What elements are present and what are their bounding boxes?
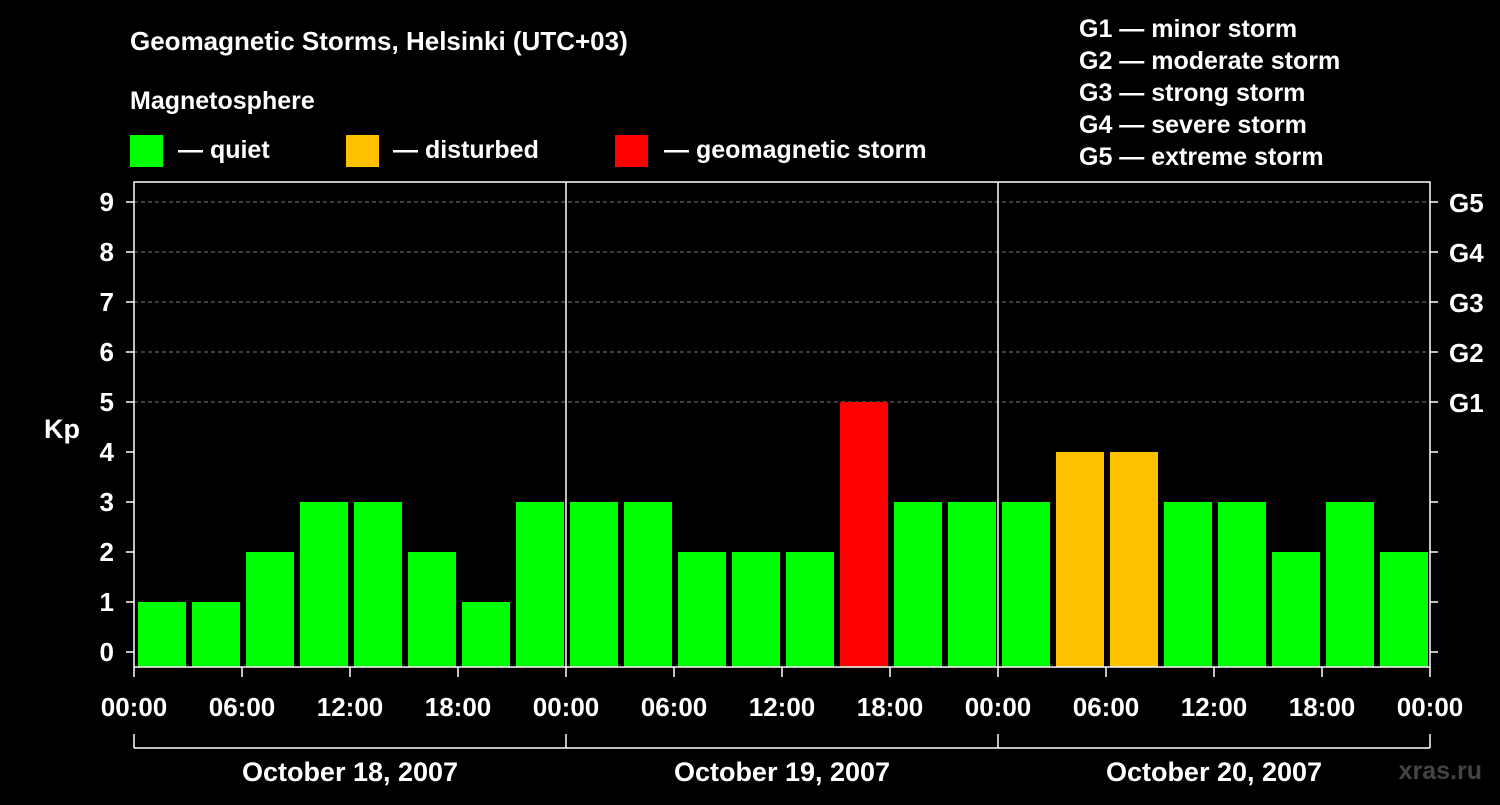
- y-tick-label: 0: [100, 637, 114, 667]
- bar: [354, 502, 402, 667]
- bar: [1380, 552, 1428, 667]
- x-tick-label: 00:00: [101, 692, 168, 722]
- watermark: xras.ru: [1399, 757, 1482, 785]
- date-label: October 18, 2007: [242, 757, 458, 787]
- chart-subtitle: Magnetosphere: [130, 87, 315, 115]
- bar: [462, 602, 510, 667]
- x-tick-label: 18:00: [425, 692, 492, 722]
- bar: [678, 552, 726, 667]
- x-tick-label: 00:00: [1397, 692, 1464, 722]
- y-tick-label: 1: [100, 587, 114, 617]
- color-legend: — quiet — disturbed — geomagnetic storm: [130, 135, 927, 167]
- date-axis: October 18, 2007 October 19, 2007 October …: [133, 734, 1431, 787]
- bar: [1056, 452, 1104, 667]
- x-tick-label: 06:00: [209, 692, 276, 722]
- x-tick-label: 06:00: [1073, 692, 1140, 722]
- y-tick-label: 9: [100, 187, 114, 217]
- storm-scale-legend: G1 — minor storm G2 — moderate storm G3 …: [1079, 15, 1340, 171]
- chart-title: Geomagnetic Storms, Helsinki (UTC+03): [130, 26, 628, 56]
- legend-swatch-storm: [615, 135, 648, 167]
- x-axis-ticks: 00:00 06:00 12:00 18:00 00:00 06:00 12:00 18:00…: [101, 667, 1464, 722]
- bar: [1002, 502, 1050, 667]
- bar: [138, 602, 186, 667]
- x-tick-label: 06:00: [641, 692, 708, 722]
- bar: [246, 552, 294, 667]
- x-tick-label: 12:00: [317, 692, 384, 722]
- bar: [894, 502, 942, 667]
- bar: [1110, 452, 1158, 667]
- x-tick-label: 00:00: [533, 692, 600, 722]
- bar: [1272, 552, 1320, 667]
- y-tick-label: 8: [100, 237, 114, 267]
- y-tick-label: 3: [100, 487, 114, 517]
- legend-label-storm: — geomagnetic storm: [664, 136, 927, 164]
- legend-swatch-quiet: [130, 135, 163, 167]
- bar: [408, 552, 456, 667]
- y-tick-label: 2: [100, 537, 114, 567]
- bar: [192, 602, 240, 667]
- bar: [732, 552, 780, 667]
- scale-legend-g2: G2 — moderate storm: [1079, 47, 1340, 75]
- date-label: October 20, 2007: [1106, 757, 1322, 787]
- g-scale-label: G2: [1449, 338, 1484, 368]
- bar: [1164, 502, 1212, 667]
- legend-swatch-disturbed: [346, 135, 379, 167]
- scale-legend-g3: G3 — strong storm: [1079, 79, 1305, 107]
- bar: [786, 552, 834, 667]
- y-axis-label: Kp: [44, 414, 80, 444]
- bar: [1218, 502, 1266, 667]
- y-tick-label: 7: [100, 287, 114, 317]
- date-label: October 19, 2007: [674, 757, 890, 787]
- g-scale-label: G1: [1449, 388, 1484, 418]
- y-tick-label: 5: [100, 387, 114, 417]
- bar: [948, 502, 996, 667]
- g-scale-label: G3: [1449, 288, 1484, 318]
- scale-legend-g5: G5 — extreme storm: [1079, 143, 1324, 171]
- scale-legend-g1: G1 — minor storm: [1079, 15, 1297, 43]
- x-tick-label: 18:00: [857, 692, 924, 722]
- x-tick-label: 12:00: [1181, 692, 1248, 722]
- y-tick-label: 6: [100, 337, 114, 367]
- x-tick-label: 00:00: [965, 692, 1032, 722]
- bar: [570, 502, 618, 667]
- bars: [138, 402, 1428, 667]
- g-scale-label: G4: [1449, 238, 1484, 268]
- legend-label-quiet: — quiet: [178, 136, 270, 164]
- scale-legend-g4: G4 — severe storm: [1079, 111, 1307, 139]
- gridlines: [134, 201, 1430, 403]
- bar: [300, 502, 348, 667]
- g-scale-axis-ticks: G1 G2 G3 G4 G5: [1430, 188, 1484, 653]
- y-tick-label: 4: [100, 437, 115, 467]
- bar: [1326, 502, 1374, 667]
- bar: [624, 502, 672, 667]
- bar: [516, 502, 564, 667]
- g-scale-label: G5: [1449, 188, 1484, 218]
- y-axis-ticks: 0 1 2 3 4 5 6 7 8 9: [100, 187, 134, 667]
- legend-label-disturbed: — disturbed: [393, 136, 539, 164]
- bar: [840, 402, 888, 667]
- x-tick-label: 18:00: [1289, 692, 1356, 722]
- x-tick-label: 12:00: [749, 692, 816, 722]
